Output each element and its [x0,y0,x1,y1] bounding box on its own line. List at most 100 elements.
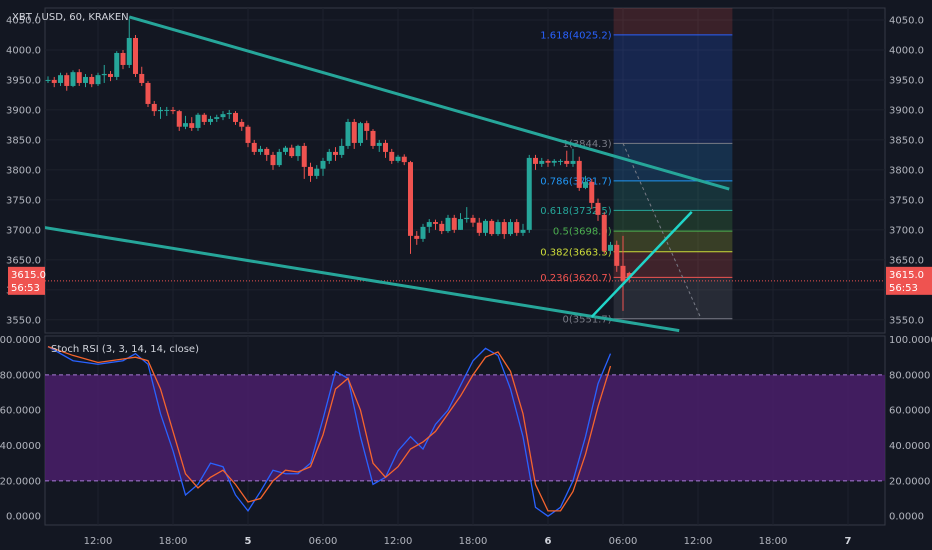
candle-up [483,220,488,233]
candle-down [89,76,95,85]
y-tick-label-left: 3650.0 [6,255,41,266]
y-tick-label-right: 3750.0 [889,195,924,206]
candle-up [426,222,432,227]
rsi-tick-left: 80.0000 [0,370,41,381]
candle-down [64,75,70,86]
candle-up [551,160,557,163]
candle-up [358,123,363,143]
y-tick-label-right: 3800.0 [889,165,924,176]
price-tag-right: 3615.0 [889,270,924,281]
x-tick-label: 18:00 [759,536,788,547]
y-tick-label-left: 4000.0 [6,45,41,56]
candle-up [520,229,526,233]
fib-label: 1.618(4025.2) [540,30,612,41]
candle-down [451,217,457,230]
candle-down [189,123,195,128]
rsi-line-d [47,345,612,512]
price-panel-frame [44,7,886,334]
trend-line [590,211,693,318]
x-tick-label: 7 [845,536,852,547]
candle-down [489,220,495,235]
rsi-tick-left: 60.0000 [0,406,41,417]
candle-up [464,217,470,220]
candle-down [364,123,370,131]
candle-down [476,222,482,233]
y-tick-label-left: 3900.0 [6,105,41,116]
candle-down [108,73,113,77]
candle-up [164,109,170,111]
price-tag-left-bg [8,266,45,295]
candle-down [76,72,82,83]
x-tick-label: 06:00 [609,536,638,547]
candle-up [58,75,63,83]
rsi-tick-left: 40.0000 [0,441,41,452]
rsi-band [45,374,885,481]
rsi-tick-right: 60.0000 [889,406,930,417]
candle-down [589,181,595,203]
y-tick-label-right: 4000.0 [889,45,924,56]
y-tick-label-left: 4050.0 [6,15,41,26]
candle-up [95,75,101,85]
candle-up [114,52,120,77]
fib-zone [613,277,733,319]
candle-down [170,109,176,112]
y-tick-label-right: 3850.0 [889,135,924,146]
candle-up [326,151,332,161]
y-tick-label-left: 3950.0 [6,75,41,86]
candle-down [233,112,238,122]
candle-down [595,202,601,215]
rsi-tick-right: 40.0000 [889,441,930,452]
x-tick-label: 18:00 [159,536,188,547]
fib-zone [613,210,733,232]
rsi-tick-left: 20.0000 [0,476,41,487]
rsi-title: Stoch RSI (3, 3, 14, 14, close) [51,344,199,355]
candle-down [626,273,632,278]
candle-up [395,156,401,161]
chart-title: XBT / USD, 60, KRAKEN [12,12,129,23]
price-tag-left: 3615.0 [11,270,46,281]
price-tag-right-bg [886,266,932,295]
fib-zone-top [613,8,733,35]
candle-down [414,235,420,239]
candle-up [220,114,226,118]
candle-up [583,181,588,188]
candle-down [151,103,157,112]
candle-down [333,151,338,155]
x-tick-label: 06:00 [309,536,338,547]
candle-up [376,142,382,146]
countdown-left: 56:53 [11,283,40,294]
y-tick-label-left: 3550.0 [6,315,41,326]
x-tick-label: 12:00 [684,536,713,547]
candle-down [439,223,445,232]
candle-up [70,72,76,86]
candle-up [558,160,563,162]
candle-down [251,142,257,152]
fib-label: 0(3551.7) [562,314,611,325]
candle-up [126,37,132,65]
candle-down [620,265,626,281]
rsi-tick-left: 100.0000 [0,335,41,346]
x-tick-label: 18:00 [459,536,488,547]
candle-down [408,162,413,236]
candle-up [345,121,351,146]
x-tick-label: 5 [245,536,252,547]
fib-label: 0.618(3732.5) [540,206,612,217]
rsi-tick-right: 20.0000 [889,476,930,487]
candle-up [183,123,188,127]
candle-down [470,217,476,223]
trend-lines [45,15,730,333]
candle-up [258,148,263,152]
rsi-tick-right: 80.0000 [889,370,930,381]
fib-zone [613,231,733,252]
y-tick-label-right: 4050.0 [889,15,924,26]
candle-up [608,244,613,251]
y-tick-label-right: 3650.0 [889,255,924,266]
candle-down [501,222,507,235]
candle-down [139,73,145,83]
candle-down [51,79,57,83]
candle-down [389,151,395,161]
y-tick-label-left: 3700.0 [6,225,41,236]
candle-down [301,145,307,167]
